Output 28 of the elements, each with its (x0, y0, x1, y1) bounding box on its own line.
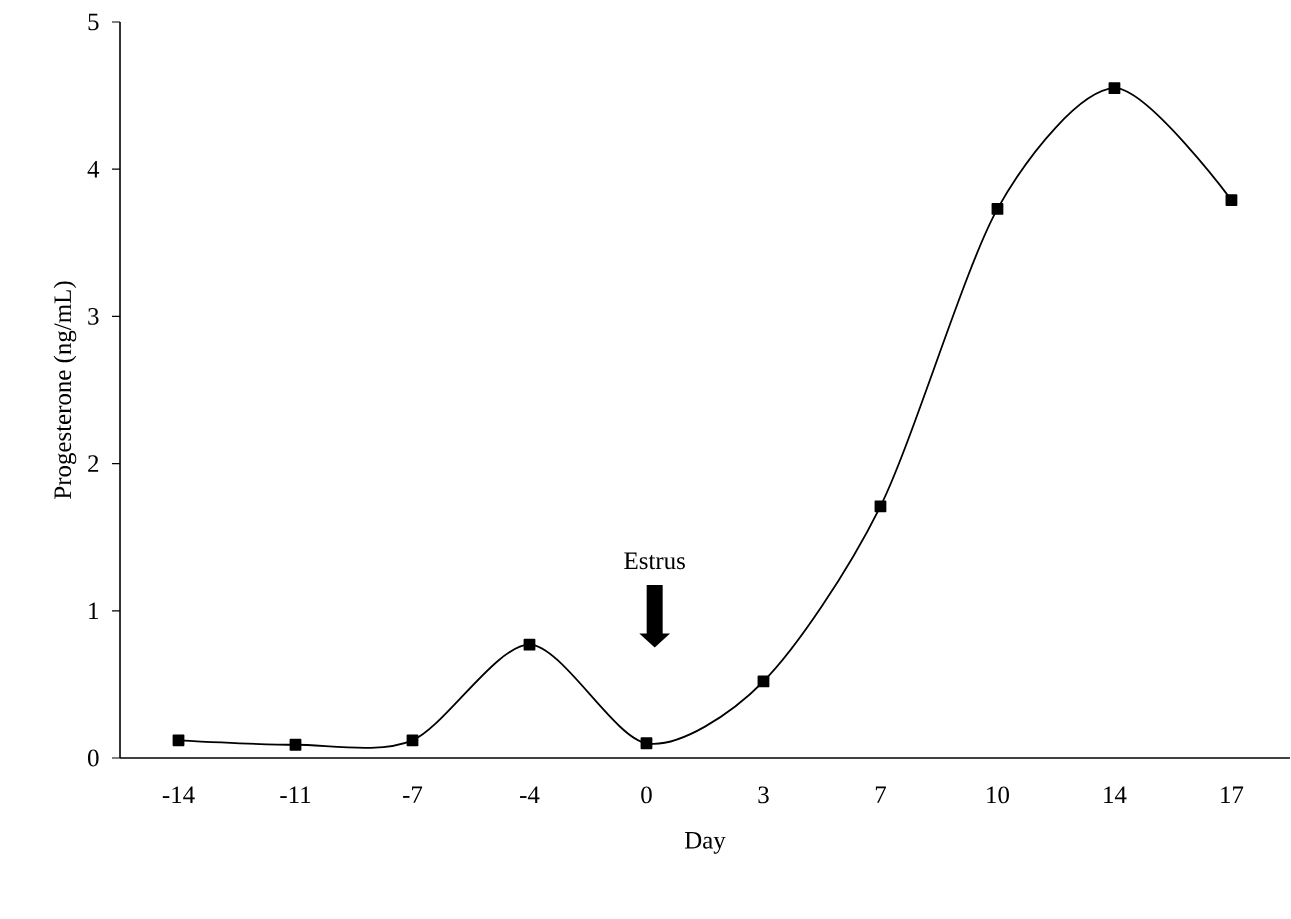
annotation: Estrus (624, 552, 685, 570)
x-tick-label: -4 (520, 786, 540, 803)
point (172, 734, 185, 747)
point (874, 500, 887, 513)
point (406, 734, 419, 747)
x-tick-label: -11 (280, 786, 311, 803)
x-tick-label: 17 (1221, 786, 1244, 803)
x-tick-label: 3 (758, 786, 769, 804)
y-tick-label: 2 (88, 455, 99, 472)
x-tick-label: 14 (1104, 786, 1127, 803)
point (289, 738, 302, 751)
x-tick-label: 10 (987, 786, 1009, 804)
x-tick-label: 0 (641, 786, 652, 804)
point (1225, 194, 1238, 206)
x-tick-label: 7 (875, 786, 886, 803)
x-tick-label: -7 (403, 786, 423, 803)
y-tick-label: 3 (88, 308, 99, 325)
point (991, 203, 1004, 215)
y-tick-label: 1 (89, 602, 99, 620)
point (640, 737, 653, 750)
y-tick-label: 0 (88, 749, 99, 767)
x-tick-label: -14 (162, 786, 195, 803)
point (1108, 82, 1121, 95)
x-axis-title: Day (684, 832, 726, 854)
y-axis-title: Progesterone (ng/mL) (53, 281, 77, 499)
point (523, 638, 536, 651)
y-tick-label: 4 (87, 160, 100, 178)
y-tick-label: 5 (88, 13, 99, 31)
